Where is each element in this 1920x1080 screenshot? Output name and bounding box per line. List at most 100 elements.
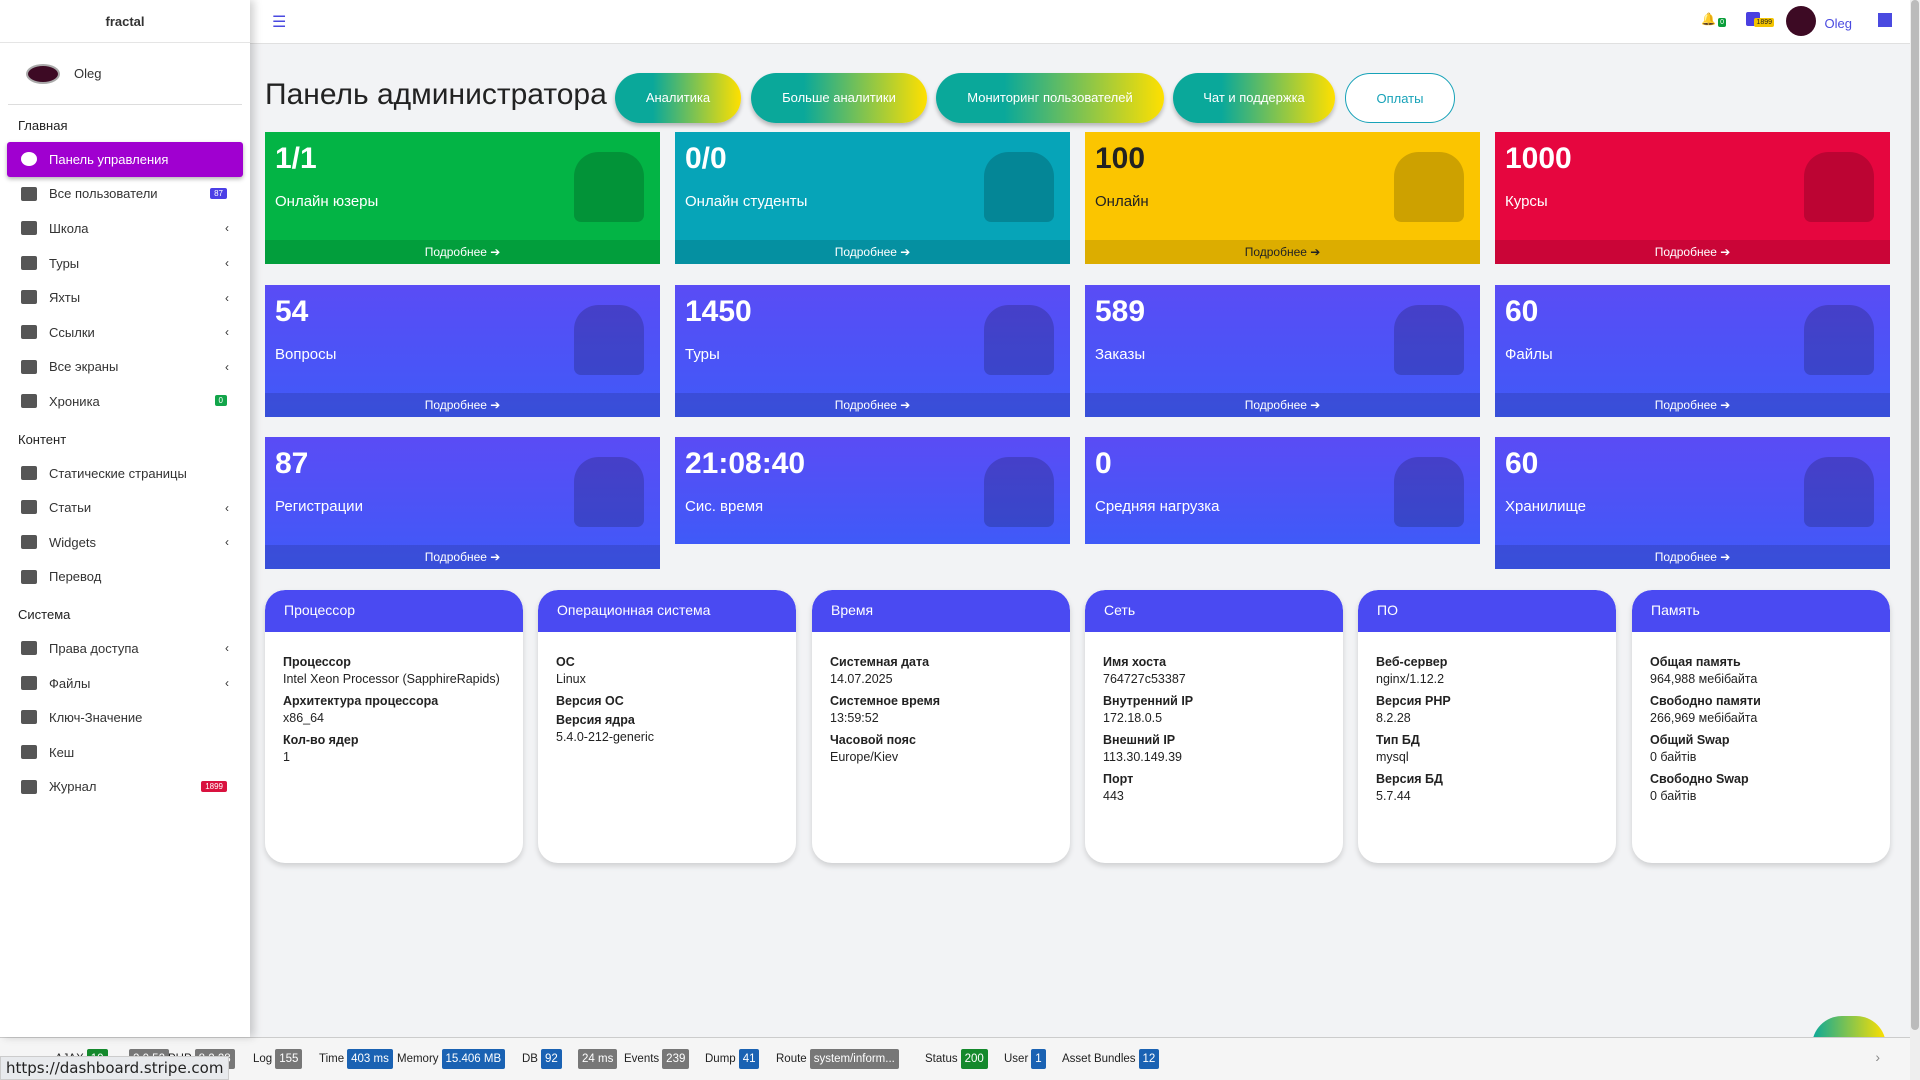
sidebar-user[interactable]: Oleg <box>8 43 242 105</box>
scrollbar[interactable] <box>1910 0 1920 1080</box>
sidebar-item[interactable]: Статьи ‹ <box>7 490 243 525</box>
debug-item[interactable]: User 1 <box>1004 1049 1046 1069</box>
topbar-user-name[interactable]: Oleg <box>1824 16 1852 31</box>
brand-logo[interactable]: fractal <box>0 0 250 43</box>
more-link[interactable]: Подробнее ➔ <box>675 240 1070 264</box>
info-card: Сеть Имя хоста 764727c53387 Внутренний IP 17… <box>1085 590 1343 863</box>
sidebar-item[interactable]: Все пользователи 87 <box>7 177 243 212</box>
sidebar-item-label: Яхты <box>49 290 81 306</box>
info-key: Внешний IP <box>1103 733 1176 747</box>
sidebar-item[interactable]: Статические страницы <box>7 456 243 491</box>
user-icon <box>574 152 644 222</box>
sidebar-item[interactable]: Кеш <box>7 735 243 770</box>
debug-label: Route <box>776 1053 807 1065</box>
info-value: 964,988 мебібайта <box>1650 672 1758 686</box>
menu-icon <box>21 221 37 236</box>
sidebar-item[interactable]: Файлы ‹ <box>7 666 243 701</box>
hamburger-icon[interactable]: ☰ <box>272 14 287 31</box>
more-link[interactable]: Подробнее ➔ <box>1495 240 1890 264</box>
debug-item[interactable]: Time 403 ms <box>319 1049 393 1069</box>
debug-label: Status <box>925 1053 958 1065</box>
debug-value: system/inform... <box>809 1049 899 1069</box>
sidebar-item[interactable]: Все экраны ‹ <box>7 350 243 385</box>
quick-link-button[interactable]: Аналитика <box>615 73 741 123</box>
stat-label: Вопросы <box>275 346 337 363</box>
stat-card: 54 Вопросы Подробнее ➔ <box>265 285 660 417</box>
chevron-left-icon: ‹ <box>225 221 229 236</box>
user-icon <box>1394 152 1464 222</box>
scrollbar-thumb[interactable] <box>1911 0 1919 1030</box>
debug-item[interactable]: Asset Bundles 12 <box>1062 1049 1160 1069</box>
sidebar-item[interactable]: Ключ-Значение <box>7 700 243 735</box>
quick-link-button[interactable]: Больше аналитики <box>751 73 927 123</box>
menu-icon <box>21 324 37 339</box>
debug-item[interactable]: 24 ms <box>575 1049 618 1069</box>
sidebar-section-title: Контент <box>18 431 67 447</box>
info-value: x86_64 <box>283 711 325 725</box>
stat-value: 0/0 <box>685 142 727 175</box>
sidebar-item[interactable]: Панель управления <box>7 142 243 177</box>
quick-link-button[interactable]: Чат и поддержка <box>1173 73 1335 123</box>
info-value: 5.4.0-212-generic <box>556 730 654 744</box>
stat-value: 0 <box>1095 447 1112 480</box>
chevron-right-icon[interactable]: › <box>1875 1049 1880 1065</box>
stat-value: 54 <box>275 295 309 328</box>
more-link[interactable]: Подробнее ➔ <box>1085 240 1480 264</box>
sidebar-item[interactable]: Хроника 0 <box>7 384 243 419</box>
stat-value: 100 <box>1095 142 1146 175</box>
coins-icon <box>984 305 1054 375</box>
more-link[interactable]: Подробнее ➔ <box>1495 393 1890 417</box>
info-key: Кол-во ядер <box>283 733 359 747</box>
sidebar-item[interactable]: Права доступа ‹ <box>7 631 243 666</box>
debug-item[interactable]: Log 155 <box>253 1049 303 1069</box>
sidebar-item[interactable]: Журнал 1899 <box>7 770 243 805</box>
debug-item[interactable]: Status 200 <box>925 1049 988 1069</box>
stat-card: 60 Файлы Подробнее ➔ <box>1495 285 1890 417</box>
debug-item[interactable]: DB 92 <box>522 1049 562 1069</box>
more-link[interactable]: Подробнее ➔ <box>265 545 660 569</box>
user-plus-icon <box>574 457 644 527</box>
debug-label: Dump <box>705 1053 736 1065</box>
avatar[interactable] <box>1786 6 1816 36</box>
sidebar-item[interactable]: Widgets ‹ <box>7 525 243 560</box>
sidebar-item[interactable]: Туры ‹ <box>7 246 243 281</box>
sidebar-item[interactable]: Яхты ‹ <box>7 280 243 315</box>
more-link[interactable]: Подробнее ➔ <box>1085 393 1480 417</box>
chevron-left-icon: ‹ <box>225 641 229 656</box>
bell-icon[interactable]: 🔔 <box>1701 12 1716 26</box>
sidebar-item[interactable]: Перевод <box>7 560 243 595</box>
debug-item[interactable]: Dump 41 <box>705 1049 760 1069</box>
sidebar-item-label: Хроника <box>49 393 100 409</box>
debug-value: 41 <box>738 1049 760 1069</box>
files-icon <box>1804 305 1874 375</box>
more-link[interactable]: Подробнее ➔ <box>265 240 660 264</box>
sidebar-item[interactable]: Ссылки ‹ <box>7 315 243 350</box>
debug-item[interactable]: Events 239 <box>624 1049 690 1069</box>
stat-label: Курсы <box>1505 193 1548 210</box>
sidebar-item-label: Файлы <box>49 675 91 691</box>
stat-card: 21:08:40 Сис. время <box>675 437 1070 544</box>
info-value: mysql <box>1376 750 1409 764</box>
menu-icon <box>21 641 37 656</box>
info-key: Версия ядра <box>556 713 635 727</box>
info-card-title: ПО <box>1358 590 1616 632</box>
quick-link-button[interactable]: Оплаты <box>1345 73 1455 123</box>
apps-grid-icon[interactable] <box>1878 13 1892 27</box>
more-link[interactable]: Подробнее ➔ <box>675 393 1070 417</box>
more-link[interactable]: Подробнее ➔ <box>1495 545 1890 569</box>
stat-value: 21:08:40 <box>685 447 806 480</box>
info-value: 0 байтів <box>1650 750 1697 764</box>
debug-item[interactable]: Memory 15.406 MB <box>397 1049 506 1069</box>
quick-link-button[interactable]: Мониторинг пользователей <box>936 73 1164 123</box>
user-icon <box>1804 152 1874 222</box>
stat-label: Онлайн студенты <box>685 193 808 210</box>
sidebar-item[interactable]: Школа ‹ <box>7 211 243 246</box>
sidebar-item-label: Права доступа <box>49 640 139 656</box>
stat-label: Туры <box>685 346 720 363</box>
menu-icon <box>21 569 37 584</box>
info-value: Linux <box>556 672 586 686</box>
more-link[interactable]: Подробнее ➔ <box>265 393 660 417</box>
debug-item[interactable]: Route system/inform... <box>776 1049 899 1069</box>
debug-value: 239 <box>662 1049 690 1069</box>
info-value: 113.30.149.39 <box>1103 750 1183 764</box>
